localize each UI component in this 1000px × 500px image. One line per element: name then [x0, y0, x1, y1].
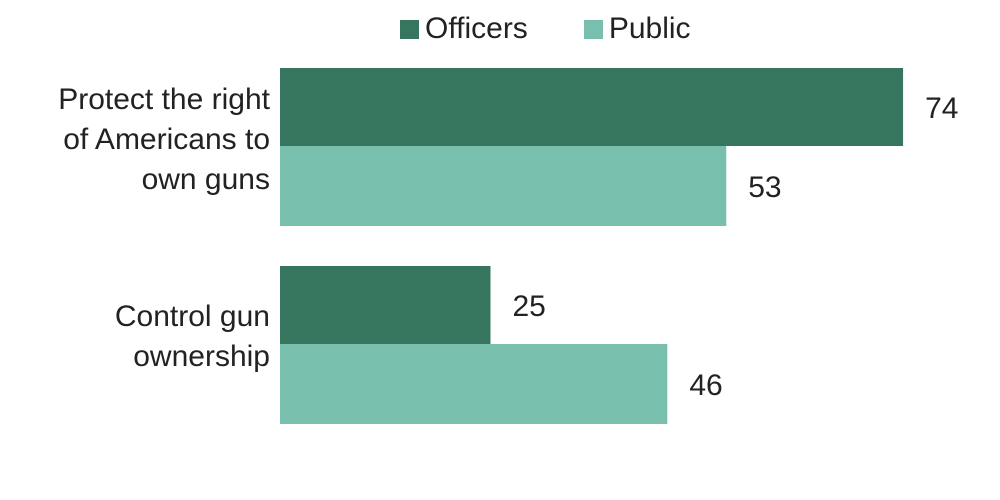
legend-item-public: Public — [583, 12, 691, 46]
legend-swatch-public — [583, 19, 603, 39]
value-label-officers-0: 74 — [925, 92, 958, 125]
legend-label-public: Public — [608, 12, 691, 45]
bar-public-1 — [280, 344, 668, 424]
legend-item-officers: Officers — [400, 12, 528, 46]
bar-officers-0 — [280, 68, 904, 146]
bar-public-0 — [280, 146, 727, 226]
legend-swatch-officers — [400, 19, 419, 39]
category-label-control: Control gun ownership — [114, 300, 270, 373]
legend-label-officers: Officers — [425, 12, 528, 45]
legend: Officers Public — [400, 12, 691, 46]
category-label-protect: Protect the right of Americans to own gu… — [58, 83, 270, 196]
bar-officers-1 — [280, 266, 491, 344]
value-label-public-1: 46 — [689, 369, 722, 402]
value-label-public-0: 53 — [748, 171, 781, 204]
value-label-officers-1: 25 — [513, 290, 546, 323]
